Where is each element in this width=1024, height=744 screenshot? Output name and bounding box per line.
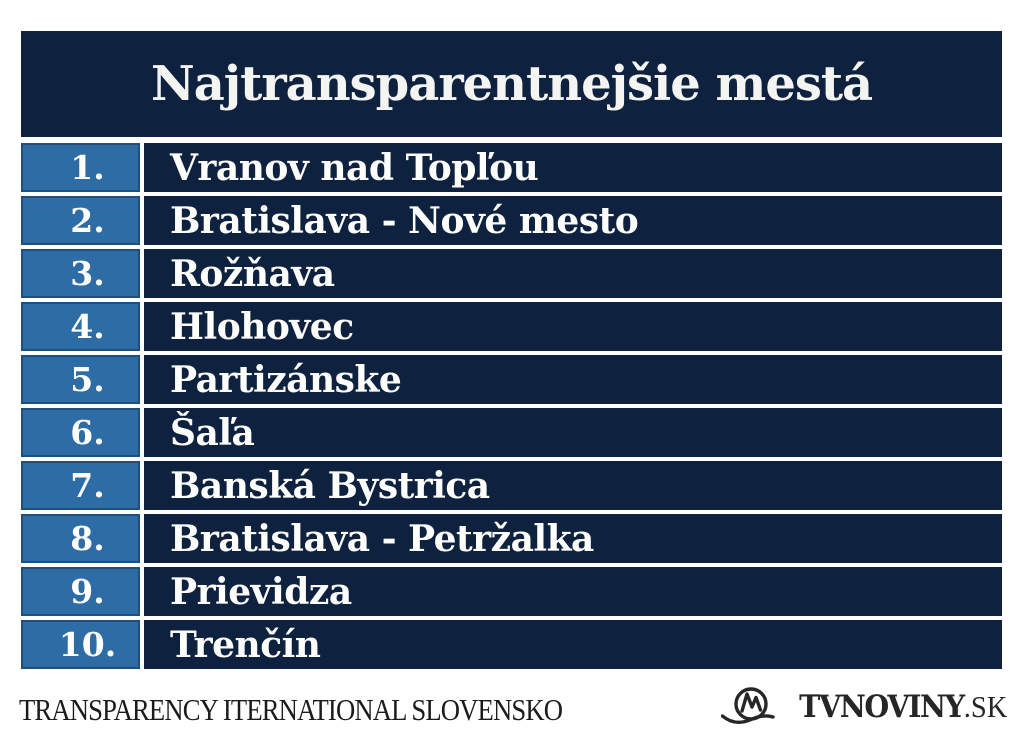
- city-cell: Partizánske: [144, 355, 1002, 404]
- list-item: 5. Partizánske: [21, 355, 1002, 404]
- brand-text: TVNOVINY.SK: [799, 689, 1007, 725]
- rank-cell: 7.: [21, 461, 140, 510]
- city-cell: Šaľa: [144, 408, 1002, 457]
- rank-cell: 8.: [21, 514, 140, 563]
- rank-cell: 10.: [21, 620, 140, 669]
- source-credit: TRANSPARENCY ITERNATIONAL SLOVENSKO: [19, 692, 563, 727]
- list-item: 3. Rožňava: [21, 249, 1002, 298]
- city-cell: Bratislava - Nové mesto: [144, 196, 1002, 245]
- tvnoviny-wave-icon: [720, 687, 775, 724]
- rank-cell: 3.: [21, 249, 140, 298]
- city-cell: Rožňava: [144, 249, 1002, 298]
- list-item: 8. Bratislava - Petržalka: [21, 514, 1002, 563]
- tvnoviny-logo: TVNOVINY.SK: [720, 683, 1007, 731]
- title-bar: Najtransparentnejšie mestá: [21, 31, 1002, 137]
- list-item: 6. Šaľa: [21, 408, 1002, 457]
- rank-cell: 4.: [21, 302, 140, 351]
- rank-cell: 1.: [21, 143, 140, 192]
- list-item: 10. Trenčín: [21, 620, 1002, 669]
- list-item: 7. Banská Bystrica: [21, 461, 1002, 510]
- list-item: 9. Prievidza: [21, 567, 1002, 616]
- list-item: 4. Hlohovec: [21, 302, 1002, 351]
- brand-name: TVNOVINY: [798, 689, 965, 725]
- list-item: 1. Vranov nad Topľou: [21, 143, 1002, 192]
- city-cell: Prievidza: [144, 567, 1002, 616]
- rank-cell: 9.: [21, 567, 140, 616]
- rank-cell: 6.: [21, 408, 140, 457]
- city-cell: Banská Bystrica: [144, 461, 1002, 510]
- ranking-table: Najtransparentnejšie mestá 1. Vranov nad…: [21, 31, 1002, 669]
- city-cell: Bratislava - Petržalka: [144, 514, 1002, 563]
- list-item: 2. Bratislava - Nové mesto: [21, 196, 1002, 245]
- rank-cell: 2.: [21, 196, 140, 245]
- rank-cell: 5.: [21, 355, 140, 404]
- city-cell: Trenčín: [144, 620, 1002, 669]
- city-cell: Hlohovec: [144, 302, 1002, 351]
- footer: TRANSPARENCY ITERNATIONAL SLOVENSKO TVNO…: [0, 673, 1024, 744]
- brand-suffix: .SK: [963, 689, 1007, 724]
- page-title: Najtransparentnejšie mestá: [150, 56, 873, 112]
- city-cell: Vranov nad Topľou: [144, 143, 1002, 192]
